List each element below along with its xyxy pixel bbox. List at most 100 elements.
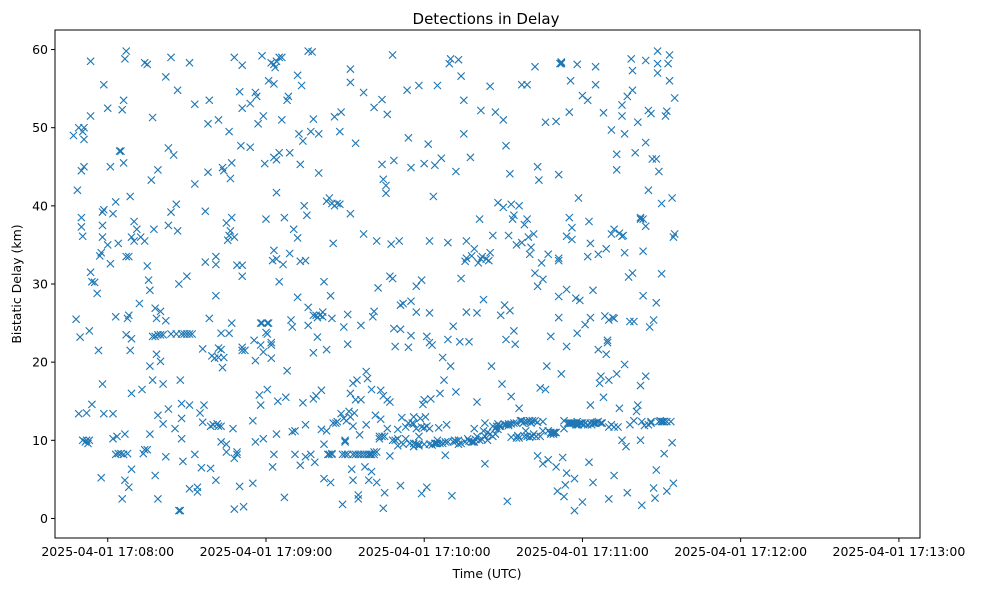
data-point <box>533 451 542 460</box>
data-point <box>553 487 562 496</box>
data-point <box>520 220 529 229</box>
data-point <box>167 208 175 217</box>
data-point <box>350 409 359 417</box>
y-axis-label: Bistatic Delay (km) <box>9 224 24 343</box>
data-point <box>451 167 460 176</box>
data-point <box>533 282 542 291</box>
data-point <box>255 391 264 399</box>
data-point <box>197 463 206 472</box>
data-point <box>217 329 226 338</box>
data-point <box>552 462 561 471</box>
data-point <box>272 430 281 439</box>
data-point <box>463 434 472 443</box>
data-point <box>80 123 88 132</box>
data-point <box>618 112 626 120</box>
data-point <box>233 448 241 456</box>
data-point <box>628 66 637 75</box>
data-point <box>238 61 247 70</box>
x-axis: 2025-04-01 17:08:00 2025-04-01 17:09:00 20… <box>41 538 965 559</box>
data-point <box>654 167 663 176</box>
data-point <box>148 376 157 385</box>
data-point <box>599 393 608 402</box>
data-point <box>362 367 371 376</box>
data-point <box>585 217 593 226</box>
data-point <box>637 417 646 426</box>
data-point <box>263 319 272 328</box>
data-point <box>327 449 336 458</box>
data-point <box>258 51 266 60</box>
data-point <box>544 250 553 259</box>
data-point <box>206 464 215 473</box>
data-point <box>127 233 136 242</box>
data-point <box>523 215 532 224</box>
data-point <box>595 379 604 388</box>
data-point <box>509 419 518 428</box>
data-point <box>623 92 632 101</box>
data-point <box>362 420 371 429</box>
data-point <box>441 451 450 460</box>
data-point <box>273 397 282 406</box>
data-point <box>259 348 268 356</box>
data-point <box>436 389 444 398</box>
data-point <box>641 372 650 381</box>
data-point <box>495 422 504 431</box>
data-point <box>211 291 220 300</box>
data-point <box>268 462 277 471</box>
data-point <box>389 156 398 165</box>
data-point <box>420 159 429 168</box>
data-point <box>446 54 455 63</box>
data-point <box>353 376 361 385</box>
data-point <box>512 419 521 428</box>
data-point <box>622 442 630 451</box>
data-point <box>185 401 194 410</box>
data-point <box>193 487 202 496</box>
data-point <box>283 366 292 375</box>
data-point <box>259 112 268 120</box>
data-point <box>346 65 355 74</box>
data-point <box>536 383 545 392</box>
data-point <box>610 471 619 480</box>
data-point <box>226 174 235 183</box>
data-point <box>594 345 603 354</box>
data-point <box>513 431 522 440</box>
data-point <box>116 449 125 458</box>
data-point <box>641 56 650 65</box>
data-point <box>156 307 165 316</box>
data-point <box>566 76 575 85</box>
data-point <box>260 159 269 168</box>
data-point <box>127 465 136 474</box>
data-point <box>351 139 360 148</box>
data-point <box>403 86 412 95</box>
data-point <box>103 240 112 249</box>
data-point <box>238 346 247 355</box>
data-point <box>570 474 579 483</box>
data-point <box>627 54 636 63</box>
data-point <box>267 338 276 347</box>
data-point <box>422 483 431 492</box>
data-point <box>664 59 673 68</box>
data-point <box>367 467 376 476</box>
data-point <box>610 423 619 431</box>
data-point <box>120 430 129 439</box>
data-point <box>538 459 547 468</box>
data-point <box>343 340 352 349</box>
data-point <box>457 72 466 81</box>
data-point <box>73 186 82 195</box>
data-point <box>525 433 534 442</box>
data-point <box>560 416 568 425</box>
data-point <box>263 330 272 338</box>
data-point <box>109 409 117 418</box>
data-point <box>541 118 550 127</box>
data-point <box>356 395 365 404</box>
y-tick-label: 60 <box>32 42 48 57</box>
data-point <box>399 299 408 308</box>
data-point <box>325 194 334 202</box>
data-point <box>72 315 81 324</box>
data-point <box>304 303 313 312</box>
data-point <box>425 308 434 317</box>
data-point <box>517 238 526 247</box>
data-point <box>188 330 197 338</box>
x-tick-label: 2025-04-01 17:10:00 <box>358 544 491 559</box>
data-point <box>670 230 679 238</box>
data-point <box>173 86 182 95</box>
